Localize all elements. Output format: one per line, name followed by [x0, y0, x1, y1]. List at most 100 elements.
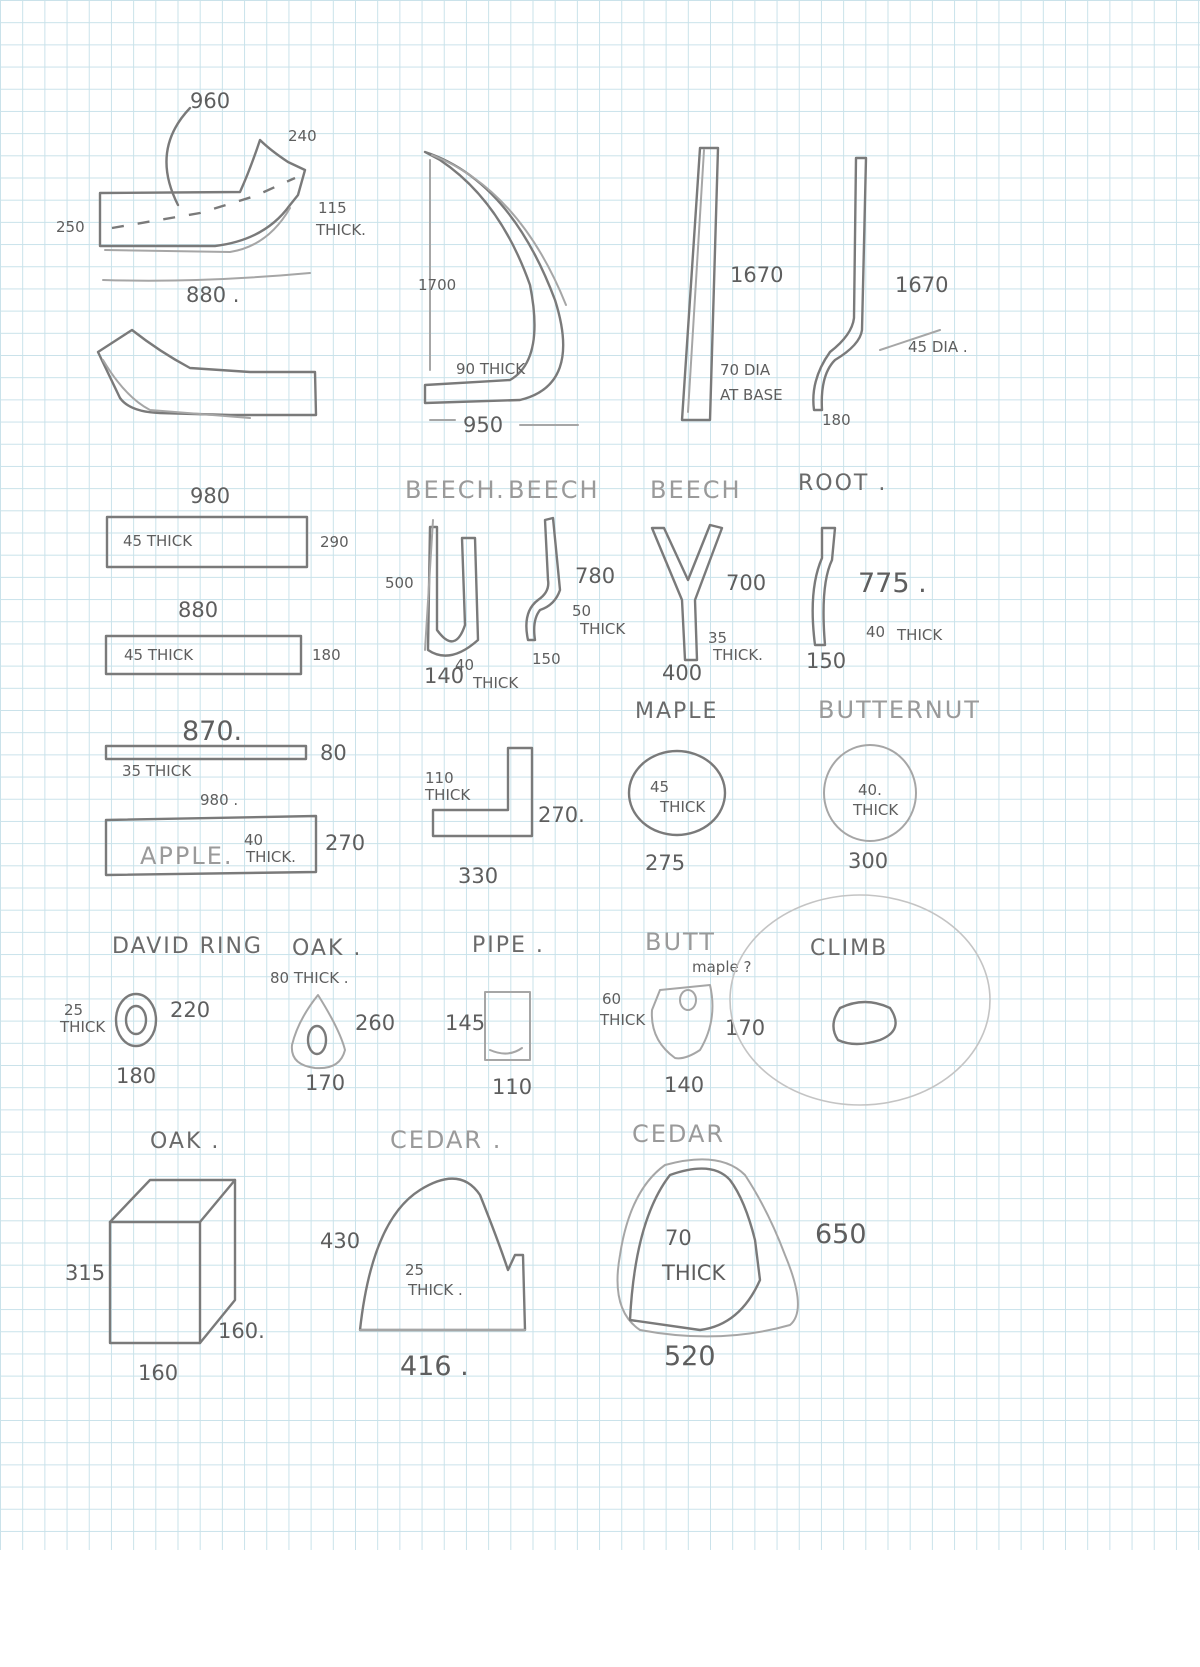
root-species: ROOT . [798, 471, 887, 496]
arc-branch-height: 1700 [418, 276, 456, 294]
board-2-thickness: 45 THICK [124, 646, 194, 664]
pipe-width: 110 [492, 1075, 532, 1099]
root-thick-num: 40 [866, 623, 885, 641]
butternut-round-sketch: BUTTERNUT 40. THICK 300 [818, 696, 981, 873]
butt-note: maple ? [692, 958, 751, 976]
oak-block-width: 160 [138, 1361, 178, 1385]
board-4-thick-label: THICK. [245, 848, 296, 866]
board-4-thick-num: 40 [244, 831, 263, 849]
cedar-big-height: 650 [815, 1219, 867, 1250]
board-4-length: 980 . [200, 791, 238, 809]
oak-block-sketch: OAK . 315 160. 160 [65, 1129, 265, 1385]
beech-hook-sketch: BEECH 780 50 THICK 150 [508, 476, 626, 668]
beech-u-base: 140 [424, 664, 464, 688]
cedar-big-width: 520 [664, 1341, 716, 1372]
beech-y-base: 400 [662, 661, 702, 685]
curved-pole-diameter: 45 DIA . [908, 338, 968, 356]
oak-block-species: OAK . [150, 1129, 220, 1154]
beech-hook-thick-num: 50 [572, 602, 591, 620]
david-ring-thick-label: THICK [59, 1018, 106, 1036]
david-ring-width: 180 [116, 1064, 156, 1088]
david-ring-thick-num: 25 [64, 1001, 83, 1019]
beech-hook-species: BEECH [508, 476, 600, 504]
top-slab-sketch: 960 240 250 115 THICK. 880 . [56, 89, 366, 307]
beech-y-height: 700 [726, 571, 766, 595]
butternut-species: BUTTERNUT [818, 696, 981, 724]
cedar-arch-thick-num: 25 [405, 1261, 424, 1279]
board-3-thickness: 35 THICK [122, 762, 192, 780]
butt-thick-num: 60 [602, 990, 621, 1008]
maple-species: MAPLE [635, 699, 718, 724]
arc-branch-sketch: 1700 90 THICK 950 [418, 150, 579, 437]
l-bracket-height: 270. [538, 803, 585, 827]
cedar-arch-thick-label: THICK . [407, 1281, 463, 1299]
butt-thick-label: THICK [599, 1011, 646, 1029]
butternut-diameter: 300 [848, 849, 888, 873]
butt-species: BUTT [645, 928, 716, 956]
cedar-arch-sketch: CEDAR . 430 25 THICK . 416 . [320, 1126, 527, 1382]
top-slab-bottom-length: 880 . [186, 283, 239, 307]
l-bracket-thick-label: THICK [424, 786, 471, 804]
board-3-sketch: 870. 35 THICK 80 [104, 716, 347, 780]
top-slab-width: 250 [56, 218, 85, 236]
curved-pole-foot: 180 [822, 411, 851, 429]
straight-pole-diameter: 70 DIA [720, 361, 771, 379]
board-2-width: 180 [312, 646, 341, 664]
maple-diameter: 275 [645, 851, 685, 875]
board-3-length: 870. [182, 716, 242, 747]
cedar-arch-species: CEDAR . [390, 1126, 502, 1154]
david-ring-species: DAVID RING [112, 934, 263, 959]
oak-block-depth: 160. [218, 1319, 265, 1343]
l-bracket-sketch: 110 THICK 270. 330 [424, 746, 585, 888]
beech-u-height: 500 [385, 574, 414, 592]
pipe-species: PIPE . [472, 933, 545, 958]
arc-branch-thickness: 90 THICK [456, 360, 526, 378]
board-1-length: 980 [190, 484, 230, 508]
climb-species: CLIMB [810, 936, 888, 961]
cedar-big-thick-num: 70 [665, 1226, 692, 1250]
board-1-width: 290 [320, 533, 349, 551]
curved-log-sketch [96, 328, 318, 419]
beech-y-thick-label: THICK. [712, 646, 763, 664]
board-4-sketch: 980 . APPLE. 40 THICK. 270 [104, 791, 365, 877]
beech-hook-base: 150 [532, 650, 561, 668]
straight-pole-note: AT BASE [720, 386, 783, 404]
root-sketch: ROOT . 775 . 40 THICK 150 [798, 471, 943, 673]
straight-pole-sketch: 1670 70 DIA AT BASE [680, 146, 783, 422]
butt-height: 170 [725, 1016, 765, 1040]
board-3-width: 80 [320, 741, 347, 765]
pipe-height: 145 [445, 1011, 485, 1035]
oak-small-width: 170 [305, 1071, 345, 1095]
beech-hook-height: 780 [575, 564, 615, 588]
curved-pole-height: 1670 [895, 273, 948, 297]
straight-pole-height: 1670 [730, 263, 783, 287]
cedar-arch-height: 430 [320, 1229, 360, 1253]
beech-y-sketch: BEECH 700 35 THICK. 400 [650, 476, 766, 685]
root-base: 150 [806, 649, 846, 673]
butt-sketch: BUTT maple ? 60 THICK 170 140 [599, 928, 765, 1097]
beech-u-species: BEECH. [405, 476, 506, 504]
board-1-sketch: 980 45 THICK 290 [105, 484, 349, 569]
oak-small-thickness: 80 THICK . [270, 969, 349, 987]
board-4-width: 270 [325, 831, 365, 855]
cedar-big-sketch: CEDAR 70 THICK 650 520 [616, 1120, 867, 1372]
cedar-big-species: CEDAR [632, 1120, 725, 1148]
butternut-thick-label: THICK [852, 801, 899, 819]
board-2-length: 880 [178, 598, 218, 622]
butt-width: 140 [664, 1073, 704, 1097]
cedar-arch-width: 416 . [400, 1351, 469, 1382]
beech-y-thick-num: 35 [708, 629, 727, 647]
root-height: 775 . [858, 568, 927, 599]
maple-thick-label: THICK [659, 798, 706, 816]
cedar-big-thick-label: THICK [661, 1261, 726, 1285]
beech-y-species: BEECH [650, 476, 742, 504]
beech-u-thick-num: 40 [455, 656, 474, 674]
top-slab-length: 960 [190, 89, 230, 113]
beech-u-sketch: BEECH. 500 140 40 THICK [385, 476, 519, 692]
beech-hook-thick-label: THICK [579, 620, 626, 638]
oak-block-height: 315 [65, 1261, 105, 1285]
root-thick-label: THICK [896, 626, 943, 644]
pipe-sketch: PIPE . 145 110 [445, 933, 545, 1099]
